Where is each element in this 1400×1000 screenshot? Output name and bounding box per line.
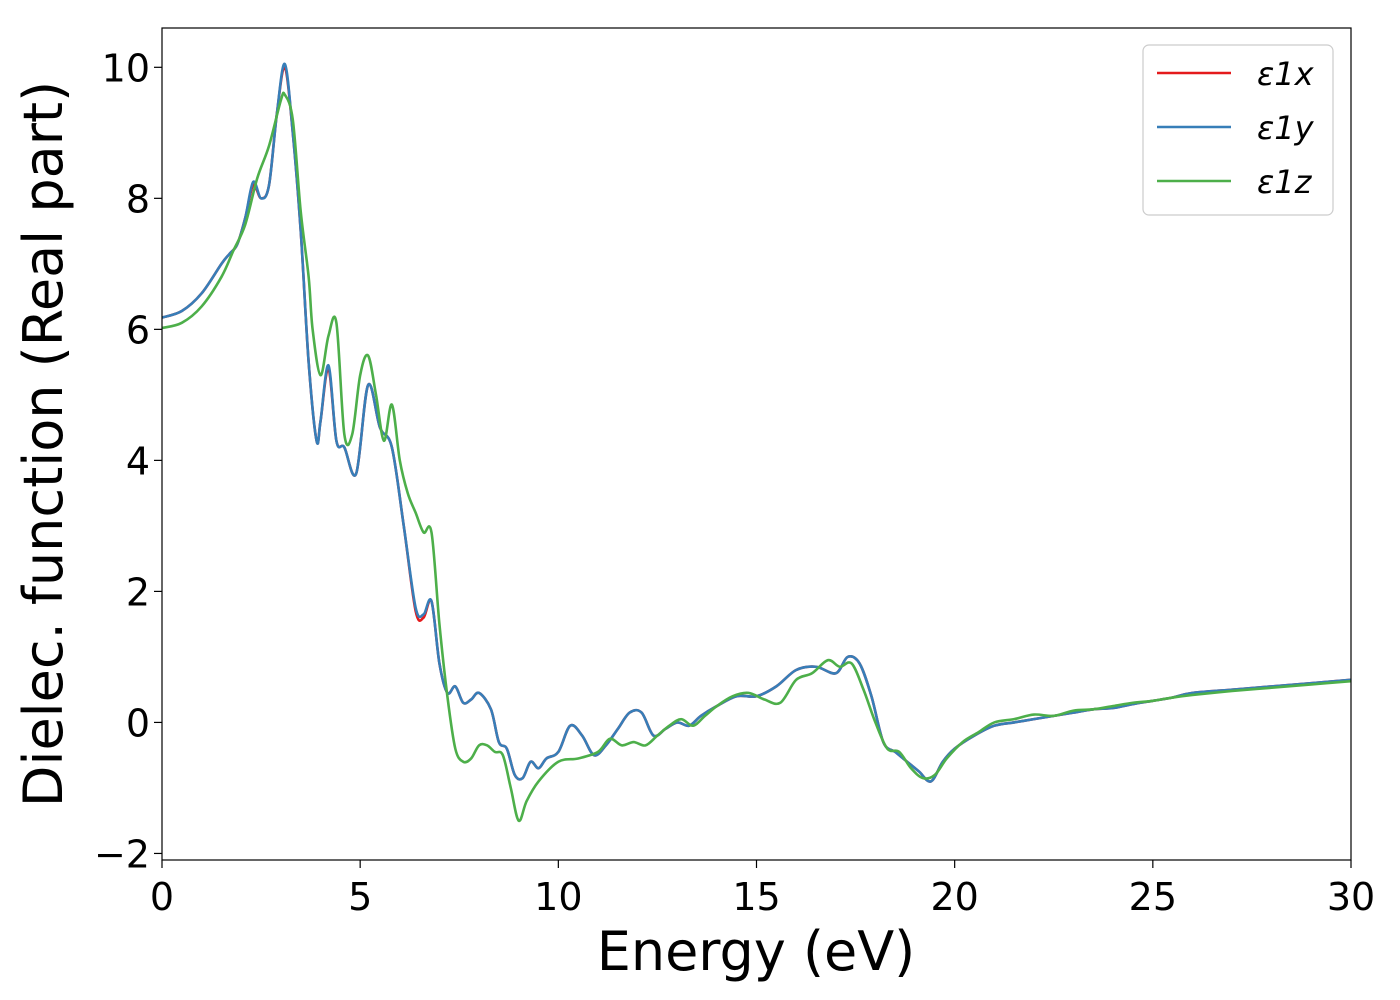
y-tick-label: 4 xyxy=(126,439,150,483)
x-axis-title: Energy (eV) xyxy=(597,920,916,983)
y-axis-title: Dielec. function (Real part) xyxy=(12,81,75,807)
x-tick-label: 30 xyxy=(1327,875,1375,919)
x-tick-label: 5 xyxy=(348,875,372,919)
x-tick-label: 15 xyxy=(732,875,780,919)
y-axis: −2 0 2 4 6 8 10 xyxy=(94,46,162,876)
series-line-3 xyxy=(162,91,1351,823)
legend-label: ε1z xyxy=(1257,163,1313,201)
y-tick-label: −2 xyxy=(94,832,150,876)
series-group xyxy=(162,62,1351,823)
legend-label: ε1y xyxy=(1257,109,1315,147)
x-tick-label: 10 xyxy=(534,875,582,919)
legend-label: ε1x xyxy=(1257,55,1315,93)
x-tick-label: 20 xyxy=(930,875,978,919)
y-tick-label: 6 xyxy=(126,308,150,352)
x-axis: 0 5 10 15 20 25 30 xyxy=(150,860,1375,919)
y-tick-label: 0 xyxy=(126,701,150,745)
y-tick-label: 2 xyxy=(126,570,150,614)
y-tick-label: 8 xyxy=(126,177,150,221)
legend: ε1x ε1y ε1z xyxy=(1142,44,1334,216)
x-tick-label: 25 xyxy=(1129,875,1177,919)
x-tick-label: 0 xyxy=(150,875,174,919)
legend-box xyxy=(1142,44,1334,216)
y-tick-label: 10 xyxy=(102,46,150,90)
